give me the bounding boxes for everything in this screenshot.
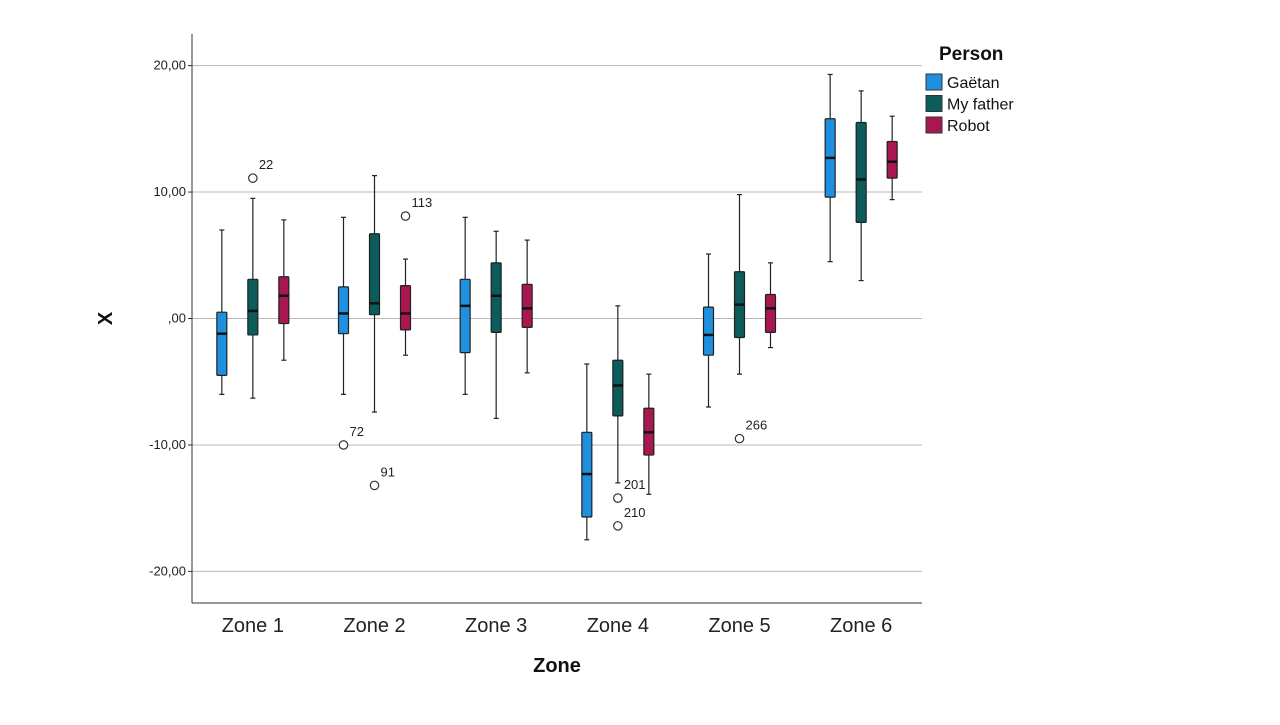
box-body — [702, 306, 715, 356]
box — [521, 239, 533, 374]
box: 91 — [368, 175, 395, 491]
legend-label: My father — [947, 97, 1014, 114]
box — [278, 219, 290, 361]
outlier-label: 113 — [412, 195, 433, 210]
y-tick-label: -20,00 — [149, 563, 186, 578]
y-tick-label: ,00 — [168, 311, 186, 326]
outlier-point — [613, 521, 623, 531]
box-series: 72 22 91 201 210 266 113 — [216, 73, 898, 541]
box — [855, 90, 867, 282]
outlier-label: 22 — [259, 157, 273, 172]
axis-labels: Zone X — [95, 311, 581, 677]
gridlines — [192, 65, 922, 572]
box-body — [459, 278, 471, 354]
y-tick-label: 10,00 — [153, 184, 186, 199]
box: 266 — [733, 193, 768, 444]
outlier-point — [734, 433, 745, 444]
legend-swatch — [925, 116, 943, 134]
legend-swatch — [925, 73, 943, 91]
box — [824, 73, 836, 263]
box: 22 — [247, 157, 273, 399]
box — [581, 363, 593, 541]
box-body — [490, 262, 502, 334]
outlier-point — [248, 173, 258, 183]
legend-title: Person — [939, 44, 1003, 65]
box: 201 210 — [612, 305, 646, 531]
outlier-label: 266 — [746, 418, 768, 433]
x-tick-label: Zone 5 — [708, 615, 770, 637]
outlier-label: 72 — [350, 424, 364, 439]
x-tick-label: Zone 6 — [830, 615, 892, 637]
outlier-point — [338, 440, 349, 450]
box-body — [278, 276, 290, 325]
legend-label: Gaëtan — [947, 75, 999, 92]
box-body — [855, 121, 867, 224]
series-my-father: 22 91 201 210 266 — [247, 90, 867, 531]
box — [702, 253, 715, 408]
box-body — [612, 359, 624, 417]
series-robot: 113 — [278, 115, 898, 495]
box — [459, 216, 471, 395]
outlier-label: 91 — [381, 464, 395, 479]
box — [216, 229, 228, 395]
box — [643, 373, 655, 495]
box: 72 — [337, 216, 364, 450]
box-body — [521, 283, 533, 328]
box: 113 — [399, 195, 433, 356]
y-axis-title: X — [95, 311, 117, 325]
outlier-point — [369, 480, 380, 491]
legend: Person Gaëtan My father Robot — [925, 44, 1014, 135]
box — [490, 230, 502, 419]
box-body — [337, 286, 350, 335]
outlier-label: 201 — [624, 477, 646, 492]
legend-label: Robot — [947, 118, 990, 135]
x-axis-title: Zone — [533, 655, 581, 677]
x-tick-label: Zone 3 — [465, 615, 527, 637]
box-body — [886, 140, 898, 179]
box — [764, 262, 777, 349]
outlier-point — [613, 493, 623, 503]
y-tick-label: -10,00 — [149, 437, 186, 452]
box-body — [764, 293, 777, 334]
box-body — [368, 233, 381, 316]
outlier-label: 210 — [624, 505, 646, 520]
legend-swatch — [925, 95, 943, 112]
box — [886, 115, 898, 201]
box-body — [216, 311, 228, 376]
box-body — [399, 285, 412, 331]
x-tick-label: Zone 4 — [587, 615, 649, 637]
outlier-point — [400, 211, 411, 221]
axes: 20,00 10,00 ,00 -10,00 -20,00 Zone 1 Zone 2 Zon… — [149, 34, 922, 637]
x-tick-label: Zone 1 — [222, 615, 284, 637]
series-ga-tan: 72 — [216, 73, 836, 541]
x-tick-label: Zone 2 — [343, 615, 405, 637]
y-tick-label: 20,00 — [153, 58, 186, 73]
box-body — [247, 278, 259, 336]
